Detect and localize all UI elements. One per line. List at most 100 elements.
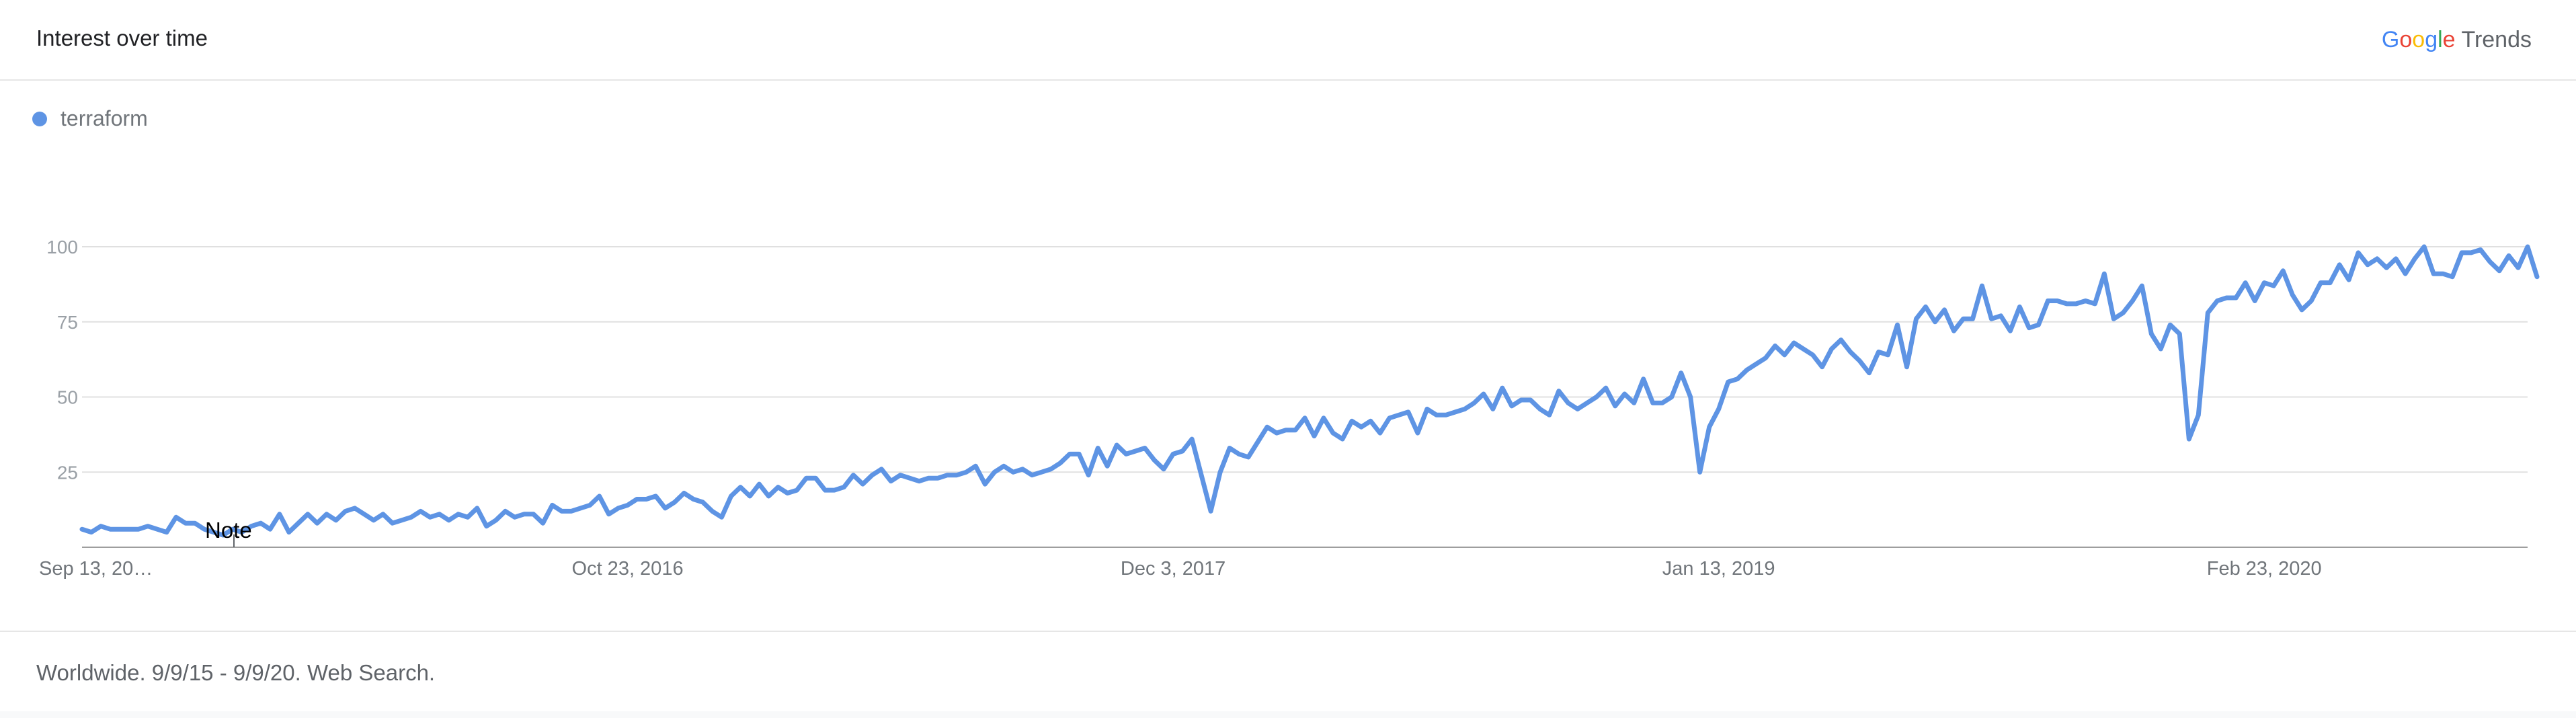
data-point — [1021, 467, 1024, 471]
data-point — [2225, 296, 2228, 299]
data-point — [296, 522, 300, 525]
data-point — [2517, 266, 2520, 270]
data-point — [1613, 404, 1617, 407]
data-point — [767, 495, 770, 497]
data-point — [2442, 272, 2445, 276]
data-point — [1726, 381, 1730, 384]
data-point — [1933, 320, 1937, 323]
data-point — [2150, 332, 2153, 335]
data-point — [1256, 440, 1259, 444]
data-point — [1736, 377, 1739, 381]
data-point — [137, 528, 140, 531]
data-point — [814, 477, 817, 480]
data-point — [1717, 407, 1720, 411]
note-label[interactable]: Note — [205, 518, 252, 543]
data-point — [1962, 317, 1965, 321]
data-point — [2216, 299, 2219, 303]
legend-label-terraform[interactable]: terraform — [61, 106, 148, 130]
data-point — [1087, 473, 1090, 477]
data-point — [1820, 365, 1824, 368]
data-point — [663, 506, 667, 510]
data-point — [1463, 407, 1466, 411]
data-point — [786, 491, 789, 495]
data-point — [560, 510, 563, 513]
data-point — [1632, 401, 1636, 405]
data-point — [1896, 323, 1899, 327]
data-point — [268, 528, 272, 531]
series-line-terraform[interactable] — [79, 244, 2540, 538]
data-point — [184, 522, 187, 525]
data-point — [2263, 281, 2266, 284]
data-point — [118, 528, 121, 531]
data-point — [692, 497, 695, 501]
data-point — [776, 485, 780, 489]
data-point — [1943, 308, 1946, 311]
data-point — [1134, 450, 1137, 452]
data-point — [2169, 323, 2172, 327]
data-point — [155, 528, 159, 531]
data-point — [1547, 413, 1551, 417]
data-point — [1369, 420, 1372, 423]
data-point — [2536, 275, 2538, 278]
data-point — [626, 504, 629, 507]
data-point — [1698, 471, 1701, 474]
data-point — [1472, 401, 1476, 405]
x-tick-label: Oct 23, 2016 — [572, 558, 684, 580]
data-point — [711, 510, 714, 513]
interest-line-chart[interactable]: 25 50 75 100 Sep 13, 20… Oct 23, 2016 Dec 3, … — [0, 0, 2576, 619]
data-point — [2027, 326, 2031, 329]
data-point — [918, 479, 921, 483]
google-trends-logo[interactable]: Google Trends — [2381, 27, 2532, 52]
data-point — [1538, 407, 1541, 411]
data-point — [325, 512, 328, 516]
data-point — [2498, 269, 2501, 272]
data-point — [2253, 299, 2257, 303]
data-point — [1867, 371, 1871, 374]
y-tick-label: 100 — [46, 237, 78, 257]
data-point — [946, 473, 949, 477]
data-point — [494, 518, 497, 522]
data-point — [1764, 356, 1767, 360]
data-point — [974, 465, 977, 468]
data-point — [1689, 395, 1692, 399]
data-point — [1002, 465, 1006, 468]
data-point — [607, 512, 610, 516]
data-point — [409, 516, 413, 519]
data-point — [353, 506, 356, 510]
data-point — [1670, 395, 1673, 399]
data-point — [1576, 407, 1579, 411]
data-point — [174, 516, 177, 519]
data-point — [202, 528, 206, 531]
data-point — [598, 495, 601, 497]
data-point — [1285, 428, 1287, 432]
data-point — [1294, 428, 1297, 432]
data-point — [391, 522, 394, 525]
data-point — [2075, 302, 2078, 305]
data-point — [1745, 368, 1748, 372]
data-point — [1990, 317, 1993, 321]
data-point — [475, 506, 479, 510]
data-point — [852, 473, 855, 477]
data-point — [1313, 434, 1316, 438]
data-point — [1115, 444, 1119, 446]
data-point — [438, 512, 441, 516]
data-point — [456, 512, 460, 516]
data-point — [1623, 393, 1626, 395]
data-point — [1125, 452, 1128, 456]
data-point — [1406, 410, 1410, 413]
data-point — [2451, 275, 2454, 278]
data-point — [541, 522, 545, 525]
data-point — [871, 473, 874, 477]
data-point — [1059, 461, 1062, 465]
data-point — [419, 510, 422, 513]
data-point — [654, 495, 657, 497]
data-point — [1849, 350, 1852, 354]
data-point — [2376, 257, 2379, 260]
data-point — [2065, 302, 2068, 305]
data-point — [1802, 348, 1805, 350]
footer-note: Worldwide. 9/9/15 - 9/9/20. Web Search. — [36, 660, 436, 685]
data-point — [1500, 387, 1504, 390]
data-point — [758, 483, 761, 486]
data-point — [2489, 260, 2491, 264]
data-point — [287, 530, 290, 534]
